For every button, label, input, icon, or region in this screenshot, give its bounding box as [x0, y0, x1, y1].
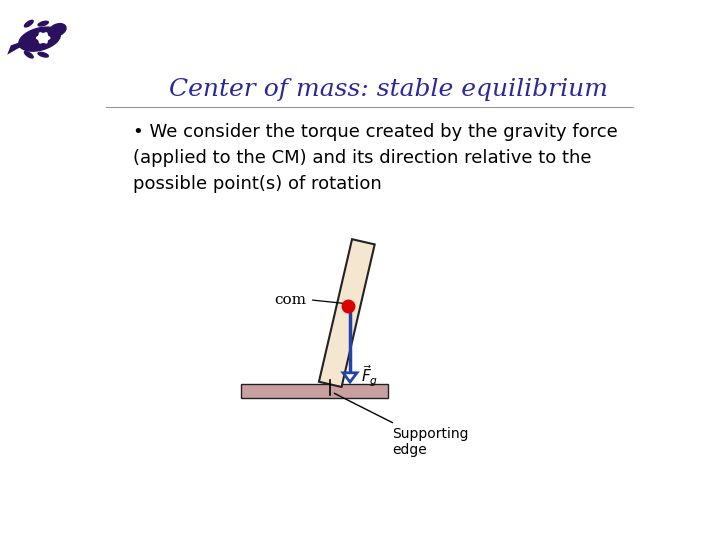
Text: $\vec{F}_g$: $\vec{F}_g$	[361, 363, 378, 389]
Text: com: com	[274, 293, 306, 307]
Bar	[241, 384, 388, 398]
Polygon shape	[7, 40, 32, 55]
Text: • We consider the torque created by the gravity force
(applied to the CM) and it: • We consider the torque created by the …	[132, 123, 617, 193]
Ellipse shape	[49, 24, 66, 36]
Ellipse shape	[38, 52, 48, 57]
Ellipse shape	[24, 21, 33, 27]
Text: Center of mass: stable equilibrium: Center of mass: stable equilibrium	[169, 78, 608, 101]
Ellipse shape	[38, 21, 48, 26]
Polygon shape	[343, 373, 357, 382]
Ellipse shape	[19, 27, 60, 51]
Text: Supporting
edge: Supporting edge	[334, 393, 469, 457]
Ellipse shape	[24, 51, 33, 58]
Polygon shape	[319, 239, 374, 387]
Circle shape	[38, 33, 48, 42]
